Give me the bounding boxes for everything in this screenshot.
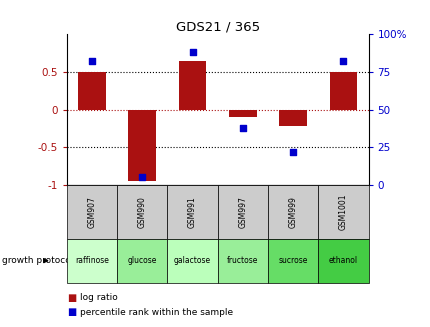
Title: GDS21 / 365: GDS21 / 365 <box>175 20 259 33</box>
Point <box>339 59 346 64</box>
Text: GSM1001: GSM1001 <box>338 194 347 230</box>
Point <box>289 149 296 154</box>
Text: GSM997: GSM997 <box>238 196 247 228</box>
Point <box>239 125 246 130</box>
Text: percentile rank within the sample: percentile rank within the sample <box>80 308 232 317</box>
Text: galactose: galactose <box>174 256 211 265</box>
Text: growth protocol: growth protocol <box>2 256 74 265</box>
Point <box>138 175 145 180</box>
Text: ■: ■ <box>67 307 76 317</box>
Text: sucrose: sucrose <box>278 256 307 265</box>
Bar <box>279 110 306 126</box>
Bar <box>128 110 156 181</box>
Text: GSM990: GSM990 <box>138 196 146 228</box>
Point <box>189 50 196 55</box>
Text: fructose: fructose <box>227 256 258 265</box>
Text: ethanol: ethanol <box>328 256 357 265</box>
Text: raffinose: raffinose <box>75 256 109 265</box>
Text: ■: ■ <box>67 293 76 302</box>
Text: GSM999: GSM999 <box>288 196 297 228</box>
Bar <box>178 61 206 110</box>
Point <box>88 59 95 64</box>
Text: glucose: glucose <box>127 256 157 265</box>
Text: GSM991: GSM991 <box>187 196 197 228</box>
Bar <box>228 110 256 117</box>
Bar <box>78 72 105 110</box>
Text: GSM907: GSM907 <box>87 196 96 228</box>
Text: log ratio: log ratio <box>80 293 117 302</box>
Bar <box>329 72 356 110</box>
